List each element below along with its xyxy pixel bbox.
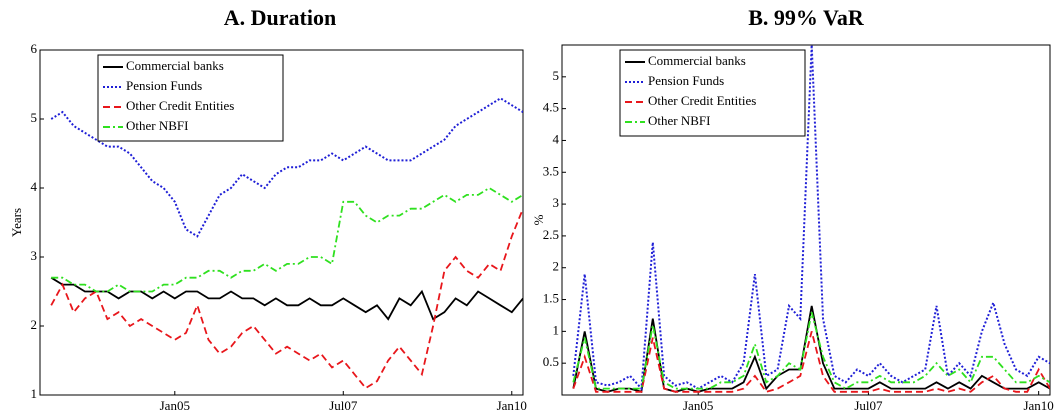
y-tick-label: 2	[553, 259, 560, 274]
x-tick-label: Jan10	[497, 398, 527, 413]
plot-area	[39, 49, 524, 396]
series-line	[572, 305, 1050, 393]
legend-label: Pension Funds	[648, 73, 724, 88]
y-tick-label: 0.5	[543, 354, 559, 369]
x-tick-label: Jul07	[329, 398, 358, 413]
y-tick-label: 4	[553, 131, 560, 146]
y-tick-label: 2	[31, 317, 38, 332]
y-tick-label: 6	[31, 41, 38, 56]
legend-label: Other NBFI	[648, 113, 710, 128]
y-tick-label: 5	[553, 68, 560, 83]
x-tick-label: Jan05	[683, 398, 713, 413]
legend-label: Pension Funds	[126, 78, 202, 93]
y-tick-label: 1.5	[543, 291, 559, 306]
y-axis-label: %	[531, 214, 546, 225]
legend-label: Other NBFI	[126, 118, 188, 133]
plot-area	[561, 44, 1051, 396]
series-line	[50, 97, 523, 238]
series-line	[50, 208, 523, 390]
series-line	[50, 276, 523, 321]
x-tick-label: Jan05	[160, 398, 190, 413]
x-tick-label: Jul07	[854, 398, 883, 413]
y-tick-label: 4	[31, 179, 38, 194]
y-tick-label: 2.5	[543, 227, 559, 242]
legend-label: Commercial banks	[648, 53, 746, 68]
y-tick-label: 5	[31, 110, 38, 125]
y-tick-label: 1	[31, 386, 38, 401]
legend-box	[619, 49, 806, 137]
legend-label: Other Credit Entities	[648, 93, 756, 108]
y-tick-label: 3.5	[543, 163, 559, 178]
y-tick-label: 3	[553, 195, 560, 210]
legend-label: Other Credit Entities	[126, 98, 234, 113]
series-line	[572, 312, 1050, 390]
chart-title: B. 99% VaR	[748, 5, 865, 30]
series-line	[51, 186, 523, 293]
series-line	[572, 45, 1050, 392]
y-tick-label: 1	[553, 322, 560, 337]
y-axis-label: Years	[9, 208, 24, 237]
legend-label: Commercial banks	[126, 58, 224, 73]
legend-box	[97, 54, 284, 142]
y-tick-label: 3	[31, 248, 38, 263]
chart-title: A. Duration	[224, 5, 336, 30]
y-tick-label: 4.5	[543, 100, 559, 115]
x-tick-label: Jan10	[1023, 398, 1053, 413]
series-line	[572, 331, 1050, 393]
